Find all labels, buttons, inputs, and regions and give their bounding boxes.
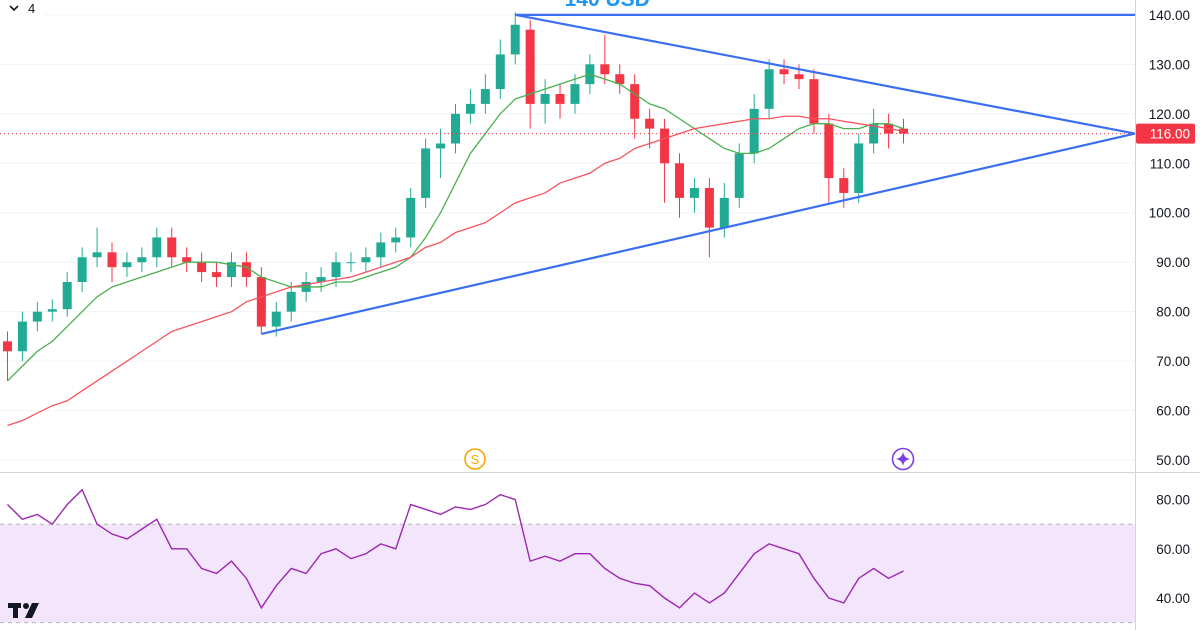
y-tick-label: 90.00 — [1156, 255, 1190, 270]
y-tick-label: 110.00 — [1150, 156, 1190, 171]
toggle-bg — [0, 0, 44, 18]
y-tick-label: 40.00 — [1156, 591, 1190, 606]
last-price-label: 116.00 — [1150, 127, 1190, 142]
assistant-icon[interactable] — [891, 447, 915, 471]
candle-body — [839, 178, 849, 193]
logo — [8, 603, 39, 618]
y-tick-label: 60.00 — [1156, 404, 1190, 419]
candle-body — [271, 311, 281, 327]
candle-body — [77, 257, 87, 282]
trendline — [515, 13, 1136, 135]
grid-layer — [0, 14, 1135, 624]
y-tick-label: 80.00 — [1156, 493, 1190, 508]
trendline — [261, 132, 1136, 336]
candle-body — [525, 29, 535, 104]
moving-average — [7, 73, 904, 382]
candle-body — [436, 143, 446, 149]
candle-body — [167, 237, 177, 258]
candle-body — [17, 321, 27, 352]
candle-body — [719, 197, 729, 228]
logo-part — [13, 603, 18, 618]
sparkle-icon — [896, 452, 910, 466]
candle-body — [854, 143, 864, 193]
indicator-toggle[interactable]: 4 — [0, 0, 44, 18]
candle-body — [615, 74, 625, 85]
y-tick-label: 120.00 — [1149, 107, 1190, 122]
y-tick-label: 60.00 — [1156, 542, 1190, 557]
y-tick-label: 140.00 — [1149, 8, 1190, 23]
candle-body — [555, 94, 565, 104]
candle-body — [480, 89, 490, 104]
candle-body — [570, 84, 580, 104]
candle-body — [869, 123, 879, 144]
candle-body — [689, 188, 699, 198]
candle-body — [764, 69, 774, 109]
candle-body — [465, 103, 475, 114]
candle-body — [421, 148, 431, 198]
marker-ring — [464, 448, 486, 470]
axis-layer: 50.00 60.00 70.00 80.00 90.00 100.00 110.00 120… — [1136, 8, 1195, 606]
candle-body — [241, 262, 251, 278]
candle-body — [137, 257, 147, 263]
candle-body — [704, 188, 714, 228]
candle-body — [824, 123, 834, 179]
price-scale-bg — [1135, 0, 1200, 630]
candle-body — [600, 64, 610, 75]
candle-body — [197, 262, 207, 273]
candle-body — [346, 262, 356, 264]
moving-average — [7, 115, 904, 427]
logo-part — [25, 603, 39, 618]
marker-label: S — [471, 452, 480, 467]
candle-body — [809, 79, 819, 124]
candle-body — [47, 309, 57, 312]
candle-body — [286, 291, 296, 312]
candle-body — [62, 282, 72, 310]
last-price-box — [1136, 123, 1195, 144]
marks-layer: 140 USD — [0, 0, 1136, 610]
rsi-band-fill — [0, 524, 1135, 623]
candle-body — [107, 252, 117, 268]
candle-body — [779, 69, 789, 75]
candle-body — [32, 311, 42, 322]
candle-body — [376, 242, 386, 258]
candle-body — [256, 277, 266, 327]
candle-body — [212, 272, 222, 278]
y-tick-label: 80.00 — [1156, 305, 1190, 320]
rsi-line — [6, 488, 904, 610]
y-tick-label: 70.00 — [1156, 354, 1190, 369]
candle-body — [630, 84, 640, 119]
candle-body — [645, 118, 655, 129]
candle-body — [675, 163, 685, 198]
candle-body — [660, 128, 670, 164]
candle-body — [794, 74, 804, 80]
annotation: 140 USD — [565, 0, 650, 11]
candle-body — [749, 108, 759, 154]
candle-body — [152, 237, 162, 258]
candle-body — [406, 197, 416, 238]
candle-body — [122, 262, 132, 268]
y-tick-label: 100.00 — [1149, 206, 1190, 221]
candle-body — [495, 54, 505, 90]
candle-body — [2, 341, 12, 352]
candle-body — [331, 262, 341, 278]
candle-body — [182, 257, 192, 263]
y-tick-label: 50.00 — [1156, 453, 1190, 468]
candle-body — [391, 237, 401, 243]
candle-body — [361, 257, 371, 263]
candle-body — [510, 24, 520, 55]
candle-body — [450, 113, 460, 144]
candle-body — [226, 262, 236, 278]
logo-part — [23, 603, 29, 609]
chevron-icon — [9, 5, 19, 12]
candle-body — [92, 252, 102, 258]
dividend-marker: S — [464, 448, 486, 470]
candle-body — [734, 153, 744, 198]
y-tick-label: 130.00 — [1149, 57, 1190, 72]
candle-body — [540, 94, 550, 104]
indicator-count: 4 — [28, 1, 35, 16]
candle-body — [316, 277, 326, 282]
